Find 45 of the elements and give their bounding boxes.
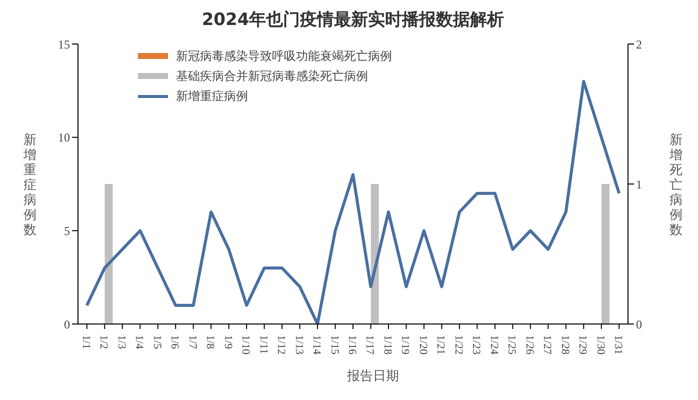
legend-label: 新增重症病例 xyxy=(176,88,248,104)
y2-tick-label: 0 xyxy=(636,317,642,332)
x-tick-label: 1/27 xyxy=(541,335,554,356)
x-tick-label: 1/17 xyxy=(364,335,376,356)
x-tick-label: 1/28 xyxy=(558,335,571,356)
x-tick-label: 1/19 xyxy=(399,335,412,356)
x-tick-label: 1/9 xyxy=(222,335,234,350)
x-tick-label: 1/5 xyxy=(150,335,163,350)
chart-title: 2024年也门疫情最新实时播报数据解析 xyxy=(200,9,506,32)
x-tick-label: 1/2 xyxy=(98,335,110,350)
y-tick-label: 5 xyxy=(64,224,70,238)
x-tick-label: 1/14 xyxy=(310,335,323,356)
x-tick-label: 1/24 xyxy=(488,335,500,356)
legend-label: 基础疾病合并新冠病毒感染死亡病例 xyxy=(176,68,368,84)
legend-label: 新冠病毒感染导致呼吸功能衰竭死亡病例 xyxy=(176,48,392,64)
y2-tick-label: 2 xyxy=(636,37,642,52)
y-tick-label: 10 xyxy=(58,130,70,145)
x-tick-label: 1/3 xyxy=(115,335,128,350)
x-tick-label: 1/8 xyxy=(204,335,216,350)
x-tick-label: 1/26 xyxy=(523,335,536,356)
y-tick-label: 15 xyxy=(58,37,70,52)
x-tick-label: 1/18 xyxy=(381,335,394,356)
x-tick-label: 1/11 xyxy=(257,335,270,354)
x-tick-label: 1/20 xyxy=(416,335,429,356)
x-tick-label: 1/25 xyxy=(506,335,518,356)
y2-tick-label: 1 xyxy=(636,177,642,192)
x-tick-label: 1/21 xyxy=(434,335,447,355)
x-tick-label: 1/10 xyxy=(240,335,252,356)
x-tick-label: 1/4 xyxy=(133,335,146,350)
x-tick-label: 1/30 xyxy=(594,335,606,356)
x-tick-label: 1/13 xyxy=(292,335,305,356)
y2-axis-title: 新增死亡病例数 xyxy=(668,133,682,238)
y-tick-label: 0 xyxy=(64,317,70,332)
y-axis-title: 新增重症病例数 xyxy=(22,133,36,238)
x-tick-label: 1/16 xyxy=(346,335,358,356)
x-axis-title: 报告日期 xyxy=(346,369,399,384)
x-tick-label: 1/22 xyxy=(452,335,464,355)
x-tick-label: 1/7 xyxy=(186,335,198,350)
x-tick-label: 1/23 xyxy=(470,335,482,356)
x-tick-label: 1/1 xyxy=(80,335,92,350)
x-tick-label: 1/31 xyxy=(612,335,624,355)
x-tick-label: 1/29 xyxy=(576,335,589,356)
x-tick-label: 1/6 xyxy=(168,335,181,350)
x-tick-label: 1/15 xyxy=(328,335,340,356)
x-tick-label: 1/12 xyxy=(275,335,288,355)
